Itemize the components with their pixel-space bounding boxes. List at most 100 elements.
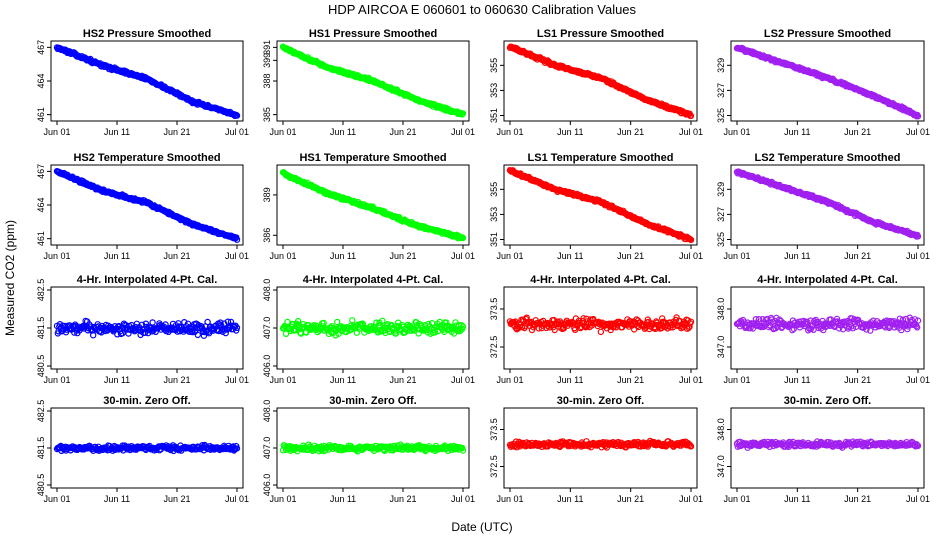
data-point (914, 317, 922, 324)
x-tick-label: Jun 01 (43, 494, 70, 504)
y-tick-label: 348.0 (716, 418, 726, 441)
data-point (914, 324, 921, 331)
data-point (914, 233, 922, 240)
y-tick-label: 464 (36, 197, 46, 212)
panel-frame (276, 164, 470, 246)
data-point (804, 318, 811, 326)
data-points (733, 438, 922, 451)
y-tick-label: 355 (489, 58, 499, 73)
panels: HS2 Pressure Smoothed Jun 01 Jun 11 Jun 21 J… (36, 28, 930, 504)
panel-4: LS2 Pressure Smoothed Jun 01 Jun 11 Jun 21 J… (716, 28, 930, 137)
y-tick-label: 388 (262, 73, 272, 88)
data-point (415, 330, 422, 337)
x-tick-label: Jul 01 (451, 494, 475, 504)
data-point (233, 112, 241, 119)
x-tick-label: Jun 21 (163, 251, 190, 261)
panel-13: 30-min. Zero Off. Jun 01 Jun 11 Jun 21 Jul 0… (36, 395, 249, 504)
panel-title: 4-Hr. Interpolated 4-Pt. Cal. (757, 274, 898, 286)
y-tick-label: 408.0 (262, 279, 272, 302)
panel-frame (730, 164, 925, 246)
x-tick-label: Jul 01 (225, 127, 249, 137)
x-tick-label: Jul 01 (451, 375, 475, 385)
data-point (810, 326, 817, 333)
y-tick-label: 372.5 (489, 336, 499, 359)
data-point (282, 330, 290, 337)
x-tick-label: Jul 01 (451, 251, 475, 261)
data-point (89, 332, 97, 339)
data-point (431, 329, 439, 336)
x-tick-label: Jun 21 (617, 251, 644, 261)
data-points (53, 317, 241, 339)
data-point (658, 324, 665, 332)
x-tick-label: Jun 11 (104, 127, 130, 137)
data-point (349, 317, 356, 324)
x-tick-label: Jul 01 (906, 251, 930, 261)
y-tick-label: 480.5 (36, 474, 46, 497)
panel-title: LS2 Temperature Smoothed (755, 152, 901, 164)
y-tick-label: 481.5 (36, 317, 46, 340)
data-point (587, 316, 594, 323)
x-tick-label: Jun 21 (617, 494, 644, 504)
x-tick-label: Jun 21 (163, 375, 190, 385)
y-tick-label: 351 (489, 232, 499, 247)
x-tick-label: Jun 11 (104, 251, 130, 261)
x-tick-label: Jun 21 (163, 127, 190, 137)
y-tick-label: 482.5 (36, 279, 46, 302)
y-tick-label: 351 (489, 108, 499, 123)
x-tick-label: Jun 11 (784, 494, 810, 504)
y-tick-label: 467 (36, 164, 46, 179)
x-tick-label: Jun 01 (496, 127, 523, 137)
data-point (459, 234, 467, 242)
y-tick-label: 467 (36, 40, 46, 55)
panel-title: 4-Hr. Interpolated 4-Pt. Cal. (303, 274, 444, 286)
x-tick-label: Jun 01 (43, 251, 70, 261)
y-tick-label: 325 (716, 108, 726, 123)
data-points (506, 166, 695, 243)
panel-2: HS1 Pressure Smoothed Jun 01 Jun 11 Jun 21 J… (262, 28, 475, 137)
x-tick-label: Jun 01 (723, 251, 750, 261)
y-tick-label: 327 (716, 207, 726, 222)
x-tick-label: Jun 21 (389, 251, 416, 261)
y-tick-label: 399 (262, 53, 272, 68)
y-tick-label: 347.0 (716, 455, 726, 478)
y-tick-label: 480.5 (36, 355, 46, 378)
x-axis-label: Date (UTC) (451, 520, 512, 534)
x-tick-label: Jun 21 (617, 375, 644, 385)
panel-frame (730, 40, 925, 122)
panel-title: LS1 Pressure Smoothed (537, 28, 664, 40)
panel-frame (503, 286, 698, 370)
x-tick-label: Jun 01 (496, 494, 523, 504)
y-tick-label: 329 (716, 182, 726, 197)
y-tick-label: 464 (36, 73, 46, 88)
x-tick-label: Jun 11 (557, 251, 583, 261)
data-point (204, 318, 211, 326)
data-point (914, 112, 922, 120)
x-tick-label: Jul 01 (225, 494, 249, 504)
y-tick-label: 461 (36, 231, 46, 246)
x-tick-label: Jun 21 (844, 494, 871, 504)
x-tick-label: Jun 11 (330, 251, 356, 261)
x-tick-label: Jun 21 (617, 127, 644, 137)
panel-15: 30-min. Zero Off. Jun 01 Jun 11 Jun 21 Jul 0… (489, 395, 703, 504)
data-points (53, 167, 241, 243)
y-tick-label: 325 (716, 232, 726, 247)
data-point (334, 318, 341, 326)
data-point (551, 326, 558, 334)
data-point (867, 327, 874, 334)
panel-frame (503, 164, 698, 246)
panel-title: LS2 Pressure Smoothed (764, 28, 891, 40)
x-tick-label: Jun 11 (557, 127, 583, 137)
y-tick-label: 481.5 (36, 437, 46, 460)
data-point (194, 331, 201, 339)
y-tick-label: 407.0 (262, 437, 272, 460)
data-point (379, 317, 386, 324)
data-point (222, 329, 229, 337)
data-points (53, 441, 241, 455)
panel-title: 30-min. Zero Off. (103, 395, 190, 407)
data-point (580, 315, 587, 322)
y-tick-label: 407.0 (262, 317, 272, 340)
x-tick-label: Jun 01 (43, 127, 70, 137)
x-tick-label: Jun 11 (784, 251, 810, 261)
panel-16: 30-min. Zero Off. Jun 01 Jun 11 Jun 21 Jul 0… (716, 395, 930, 504)
